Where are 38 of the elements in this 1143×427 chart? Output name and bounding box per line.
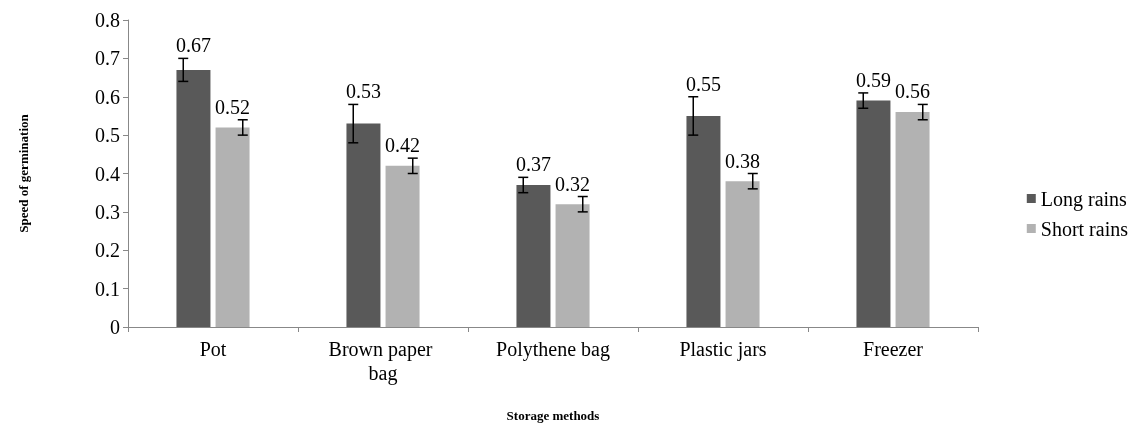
bar: [555, 204, 590, 327]
bar: [725, 181, 760, 327]
data-label: 0.56: [895, 80, 931, 103]
y-tick-label: 0.6: [95, 85, 120, 108]
x-tick-label: Brown paper bag: [328, 338, 438, 385]
x-tick-label: Plastic jars: [679, 338, 767, 361]
data-label: 0.37: [515, 153, 551, 176]
bar: [856, 100, 891, 327]
data-label: 0.53: [345, 80, 381, 103]
data-label: 0.42: [385, 134, 421, 157]
bar: [686, 115, 721, 327]
legend-label: Short rains: [1040, 217, 1129, 240]
y-tick-label: 0.5: [95, 124, 120, 147]
x-tick-label: Pot: [199, 338, 227, 360]
data-label: 0.32: [555, 172, 591, 195]
data-label: 0.38: [725, 149, 761, 172]
x-axis-title: Storage methods: [506, 408, 600, 423]
x-tick-label: Freezer: [863, 338, 924, 360]
bar: [176, 69, 211, 327]
y-tick-label: 0.7: [95, 47, 120, 70]
bar: [385, 165, 420, 327]
bar: [516, 185, 551, 327]
y-tick-label: 0.2: [95, 239, 120, 262]
data-label: 0.67: [175, 34, 211, 57]
y-tick-label: 0.4: [95, 162, 120, 185]
bar: [895, 112, 930, 327]
data-label: 0.59: [855, 68, 891, 91]
y-tick-label: 0.8: [95, 9, 120, 31]
y-tick-label: 0.3: [95, 200, 120, 223]
y-axis-title: Speed of germination: [16, 113, 31, 233]
y-tick-label: 0.1: [95, 277, 120, 300]
data-label: 0.55: [685, 72, 721, 95]
bar: [215, 127, 250, 327]
data-label: 0.52: [215, 95, 251, 118]
legend-label: Long rains: [1040, 187, 1128, 211]
y-tick-label: 0: [110, 316, 120, 338]
bar: [346, 123, 381, 327]
x-tick-label: Polythene bag: [496, 338, 610, 361]
